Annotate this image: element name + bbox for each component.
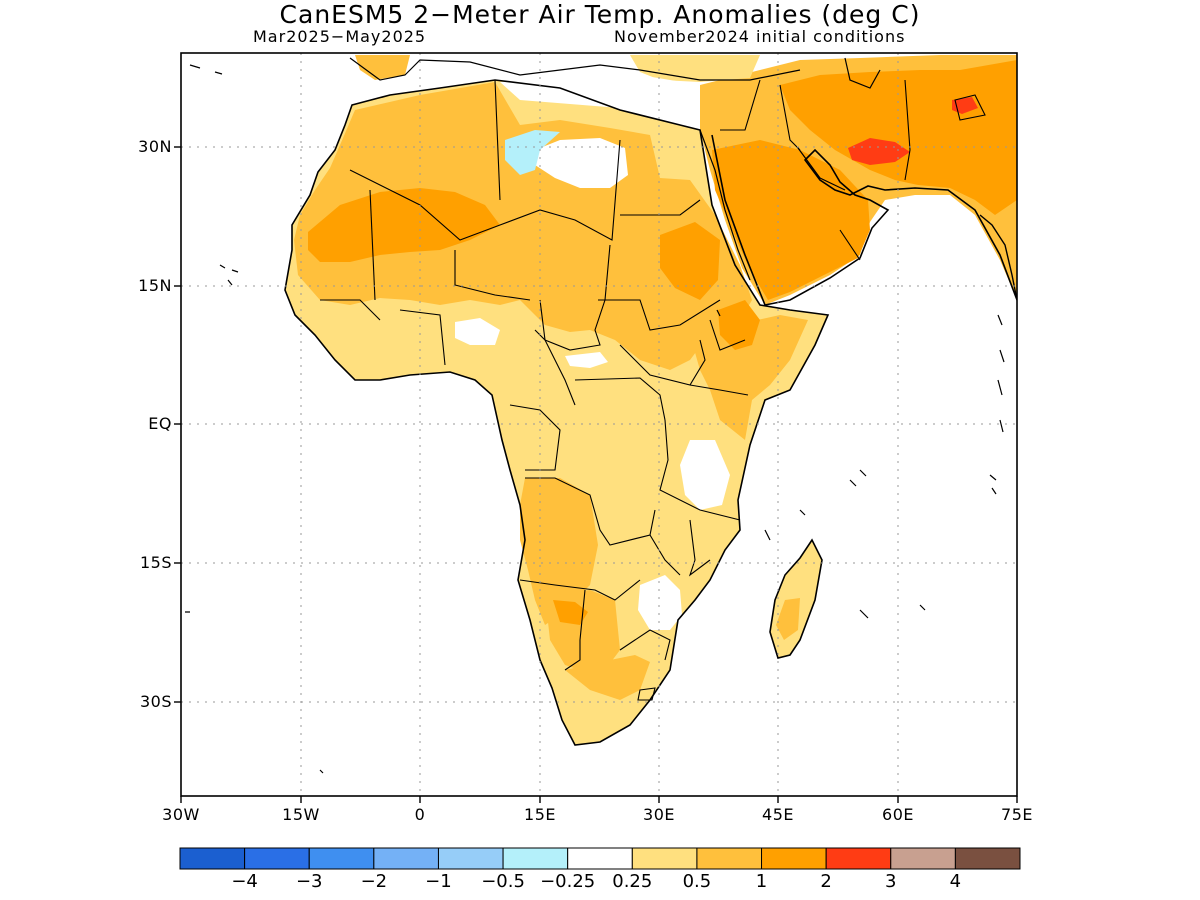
colorbar-cell [179,847,246,870]
colorbar-cell [631,847,698,870]
cameroon-near-normal [565,352,608,368]
zimbabwe-near-normal [638,575,682,630]
south-africa-warm-region [565,655,650,700]
east-africa-warm-region [690,315,808,440]
europe-fringe [355,55,410,80]
arabia-coastline [711,134,1017,306]
lon-label-45e: 45E [762,805,794,824]
sudan-hot-region [660,222,720,300]
europe-east-fringe [630,55,760,82]
lon-label-30e: 30E [643,805,675,824]
gulf-coast [797,147,846,191]
lon-label-15w: 15W [282,805,320,824]
libya-cool-fringe [505,130,560,175]
sahara-warm-region [294,82,752,370]
colorbar-label: 0.5 [682,871,712,892]
libya-near-normal [535,138,628,188]
lon-label-60e: 60E [882,805,914,824]
colorbar-cell [890,847,956,870]
lon-label-0: 0 [414,805,426,824]
lon-label-75e: 75E [1001,805,1033,824]
initial-conditions-label: November2024 initial conditions [614,27,906,46]
west-sahara-hot-region [308,188,500,262]
colorbar-label: −4 [231,871,258,892]
europe-coastline [349,57,801,81]
colorbar-cell [825,847,892,870]
india-coast [979,214,1017,301]
caspian-coast [844,57,881,89]
colorbar-cell [696,847,763,870]
country-borders [320,79,986,701]
axis-ticks [174,146,1018,803]
east-africa-near-normal [680,440,730,510]
islands [185,64,1005,774]
east-africa-hot-region [718,300,760,350]
kalahari-hot-region [553,600,588,625]
colorbar-label: −0.25 [540,871,596,892]
arabia-hot-region [712,140,870,300]
map-title: CanESM5 2−Meter Air Temp. Anomalies (deg… [279,0,921,29]
colorbar-label: 2 [820,871,832,892]
afghanistan-extreme-region [952,97,978,114]
colorbar-cell [761,847,827,870]
colorbar-label: 0.25 [612,871,653,892]
lat-label-15s: 15S [139,553,172,572]
colorbar-cell [373,847,439,870]
lon-label-15e: 15E [524,805,556,824]
colorbar-cell [437,847,504,870]
lat-label-30n: 30N [138,137,172,156]
colorbar-label: −0.5 [481,871,525,892]
west-africa-near-normal [455,318,500,345]
colorbar-cell [308,847,375,870]
colorbar-label: −1 [425,871,452,892]
colorbar-label: 3 [885,871,897,892]
colorbar-label: 1 [755,871,768,892]
lon-label-30w: 30W [162,805,200,824]
colorbar [179,847,1021,870]
season-label: Mar2025−May2025 [253,27,427,46]
madagascar-anomaly [776,598,800,640]
colorbar-cell [954,847,1021,870]
colorbar-label: −2 [360,871,388,892]
colorbar-cell [567,847,633,870]
red-sea-coast [699,129,751,281]
lat-label-30s: 30S [139,692,172,711]
colorbar-label: 4 [949,871,962,892]
colorbar-label: −3 [295,871,323,892]
lat-label-15n: 15N [138,276,172,295]
iran-extreme-region [848,138,910,165]
lat-label-eq: EQ [148,414,172,433]
gridlines [181,53,1017,796]
africa-coastline [284,79,830,746]
mediterranean-coast-gap [500,75,700,128]
colorbar-cell [502,847,569,870]
colorbar-cell [244,847,310,870]
